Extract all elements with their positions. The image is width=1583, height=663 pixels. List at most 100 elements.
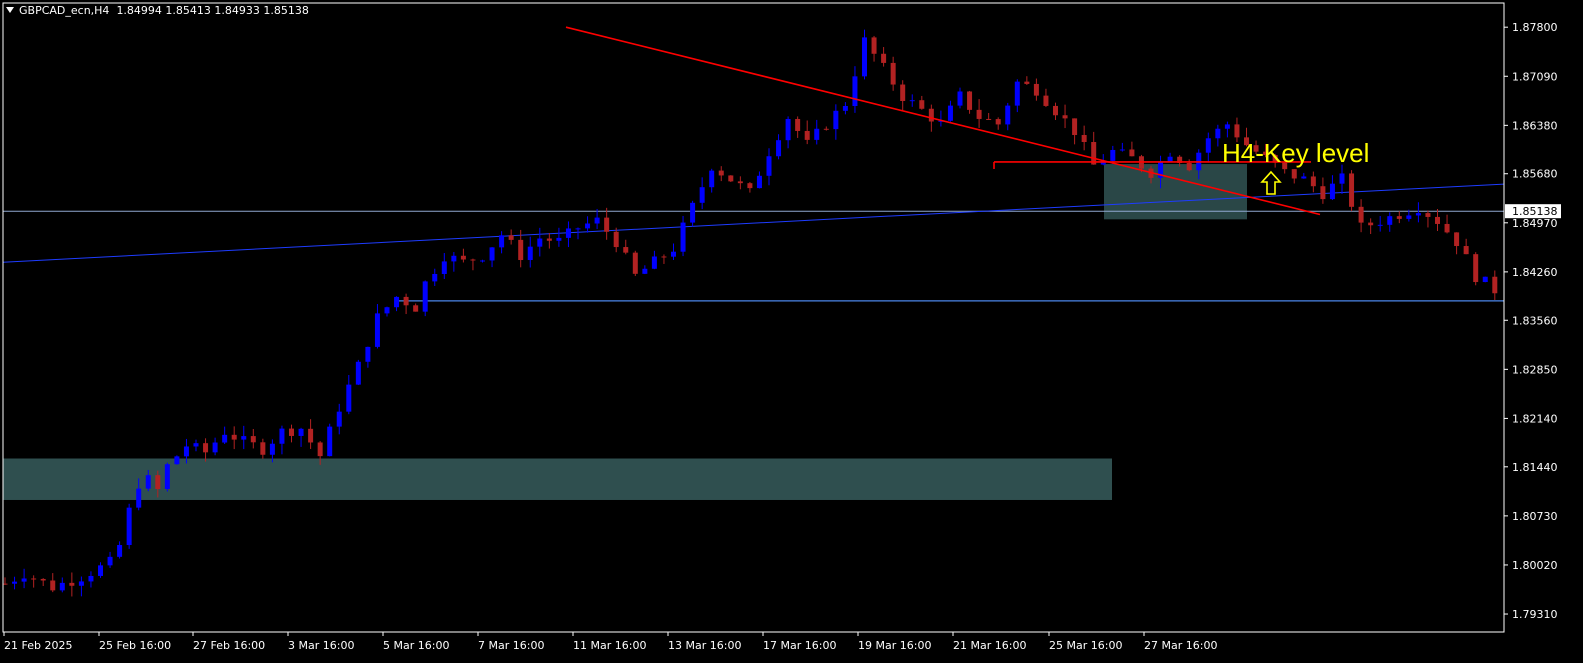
candle-body xyxy=(728,175,734,182)
candle-body xyxy=(69,582,75,586)
candle-body xyxy=(900,84,906,101)
x-tick-label: 5 Mar 16:00 xyxy=(383,639,449,652)
y-tick-label: 1.79310 xyxy=(1512,608,1558,621)
y-tick-label: 1.82140 xyxy=(1512,412,1558,425)
candle-body xyxy=(546,238,552,241)
candle-body xyxy=(1282,162,1288,170)
candle-body xyxy=(737,181,743,184)
x-tick-label: 3 Mar 16:00 xyxy=(288,639,354,652)
candle-body xyxy=(2,583,8,585)
candle-body xyxy=(21,578,27,582)
candle-body xyxy=(1301,176,1307,179)
candle-body xyxy=(518,239,524,261)
descending-trendline[interactable] xyxy=(565,26,1321,216)
candle-body xyxy=(604,217,610,232)
ascending-trendline[interactable] xyxy=(2,183,1505,263)
candle-body xyxy=(976,109,982,119)
candle-body xyxy=(1425,213,1431,217)
candle-body xyxy=(1454,232,1460,247)
candle-body xyxy=(785,118,791,141)
candle-body xyxy=(756,175,762,189)
candle-body xyxy=(699,187,705,203)
y-tick-label: 1.87800 xyxy=(1512,21,1558,34)
x-tick-label: 27 Mar 16:00 xyxy=(1144,639,1217,652)
candle-body xyxy=(1377,224,1383,226)
candle-body xyxy=(508,235,514,240)
candle-body xyxy=(289,428,294,436)
candle-body xyxy=(1415,213,1421,216)
candle-body xyxy=(193,443,199,447)
candle-body xyxy=(470,259,476,261)
demand-zone[interactable] xyxy=(3,458,1112,500)
candle-body xyxy=(613,231,619,248)
candle-body xyxy=(1024,81,1030,84)
candle-body xyxy=(862,37,867,77)
dropdown-triangle-icon[interactable] xyxy=(6,7,14,13)
key-level-zone[interactable] xyxy=(1104,164,1247,220)
candle-body xyxy=(909,100,915,102)
candle-body xyxy=(12,581,18,584)
candle-body xyxy=(585,223,591,229)
candle-body xyxy=(88,575,94,582)
candle-body xyxy=(871,37,877,54)
y-tick-label: 1.82850 xyxy=(1512,363,1558,376)
candle-body xyxy=(1272,155,1278,163)
candle-body xyxy=(1062,115,1068,119)
candle-body xyxy=(995,119,1001,125)
candle-body xyxy=(1473,254,1479,283)
candle-body xyxy=(40,578,46,581)
candle-body xyxy=(1291,169,1297,179)
candle-body xyxy=(1339,173,1345,184)
candle-body xyxy=(1091,141,1097,165)
candle-body xyxy=(98,565,103,576)
candle-body xyxy=(1396,216,1402,219)
x-tick-label: 25 Mar 16:00 xyxy=(1049,639,1122,652)
candle-body xyxy=(203,443,209,453)
candle-body xyxy=(432,273,438,282)
candle-body xyxy=(480,260,485,262)
candle-body xyxy=(1368,222,1374,226)
candle-body xyxy=(680,222,686,252)
candle-body xyxy=(938,120,944,122)
candle-body xyxy=(327,426,333,457)
candle-body xyxy=(709,170,715,188)
candle-body xyxy=(527,246,533,261)
candle-body xyxy=(556,237,562,241)
y-tick-label: 1.84260 xyxy=(1512,266,1558,279)
candle-body xyxy=(250,436,256,443)
candle-body xyxy=(460,255,466,260)
candle-body xyxy=(1329,183,1335,200)
up-arrow-outline-icon xyxy=(1260,170,1282,195)
candle-body xyxy=(1253,145,1259,152)
candle-body xyxy=(174,456,180,465)
candle-body xyxy=(919,100,925,109)
y-tick-label: 1.80020 xyxy=(1512,559,1558,572)
candle-body xyxy=(1014,81,1020,106)
candle-body xyxy=(107,556,113,566)
candle-body xyxy=(489,247,495,261)
candle-body xyxy=(279,428,285,444)
candle-body xyxy=(852,76,858,107)
candle-body xyxy=(308,428,314,443)
candle-body xyxy=(632,252,638,274)
candle-body xyxy=(1310,176,1316,187)
candle-body xyxy=(1005,105,1011,125)
key-level-label: H4-Key level xyxy=(1222,138,1369,168)
candle-body xyxy=(776,140,782,157)
candle-body xyxy=(212,442,218,453)
candle-body xyxy=(814,128,820,140)
candle-body xyxy=(842,106,848,111)
candle-body xyxy=(355,361,361,385)
candle-body xyxy=(1263,151,1269,156)
y-tick-label: 1.87090 xyxy=(1512,70,1558,83)
candle-body xyxy=(766,156,772,176)
candle-body xyxy=(222,434,228,443)
y-tick-label: 1.85680 xyxy=(1512,168,1558,181)
x-tick-label: 13 Mar 16:00 xyxy=(668,639,741,652)
candle-body xyxy=(441,261,447,274)
candle-body xyxy=(1492,276,1498,294)
candle-body xyxy=(126,507,132,546)
candle-body xyxy=(671,251,676,257)
